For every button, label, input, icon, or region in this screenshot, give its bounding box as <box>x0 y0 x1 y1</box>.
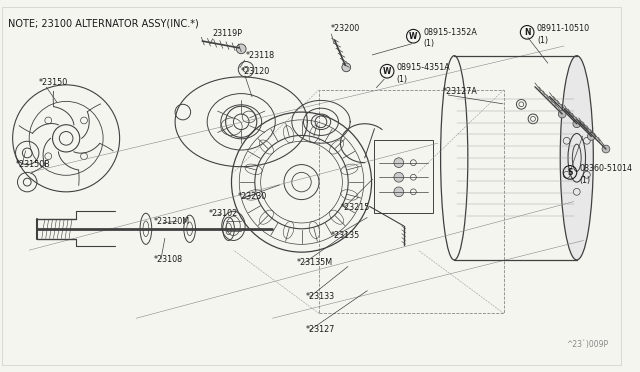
Circle shape <box>602 145 610 153</box>
Circle shape <box>558 110 566 118</box>
Text: W: W <box>383 67 391 76</box>
Text: *23127A: *23127A <box>442 87 477 96</box>
Text: 08915-4351A: 08915-4351A <box>397 63 451 72</box>
Ellipse shape <box>560 56 593 260</box>
Text: *23127: *23127 <box>305 326 335 334</box>
Text: *23135: *23135 <box>331 231 360 240</box>
Text: N: N <box>524 28 531 37</box>
Text: *23120M: *23120M <box>154 217 190 225</box>
Bar <box>374 140 433 213</box>
Text: W: W <box>409 32 417 41</box>
Circle shape <box>394 158 404 167</box>
Text: *23150B: *23150B <box>15 160 51 169</box>
Text: 23119P: 23119P <box>212 29 242 38</box>
Text: *23133: *23133 <box>305 292 335 301</box>
Text: ^23`)009P: ^23`)009P <box>566 340 608 349</box>
Text: *23150: *23150 <box>39 78 68 87</box>
Circle shape <box>573 120 580 128</box>
Circle shape <box>394 187 404 197</box>
Text: (1): (1) <box>397 74 408 83</box>
Text: *23108: *23108 <box>154 256 183 264</box>
Text: *23120: *23120 <box>241 67 271 76</box>
Text: 08911-10510: 08911-10510 <box>537 24 590 33</box>
Text: *23215: *23215 <box>340 203 370 212</box>
Text: *23200: *23200 <box>331 24 360 33</box>
Circle shape <box>236 44 246 54</box>
Text: *23118: *23118 <box>246 51 275 60</box>
Text: (1): (1) <box>423 39 434 48</box>
Circle shape <box>588 132 595 140</box>
Text: (1): (1) <box>580 176 591 185</box>
Text: NOTE; 23100 ALTERNATOR ASSY(INC.*): NOTE; 23100 ALTERNATOR ASSY(INC.*) <box>8 19 198 29</box>
Text: *23230: *23230 <box>237 192 267 201</box>
Text: 08360-51014: 08360-51014 <box>580 164 633 173</box>
Circle shape <box>394 172 404 182</box>
Text: (1): (1) <box>537 36 548 45</box>
Text: 08915-1352A: 08915-1352A <box>423 28 477 37</box>
Text: S: S <box>567 168 573 177</box>
Text: *23135M: *23135M <box>297 258 333 267</box>
Text: *23102: *23102 <box>209 209 238 218</box>
Circle shape <box>342 63 351 72</box>
